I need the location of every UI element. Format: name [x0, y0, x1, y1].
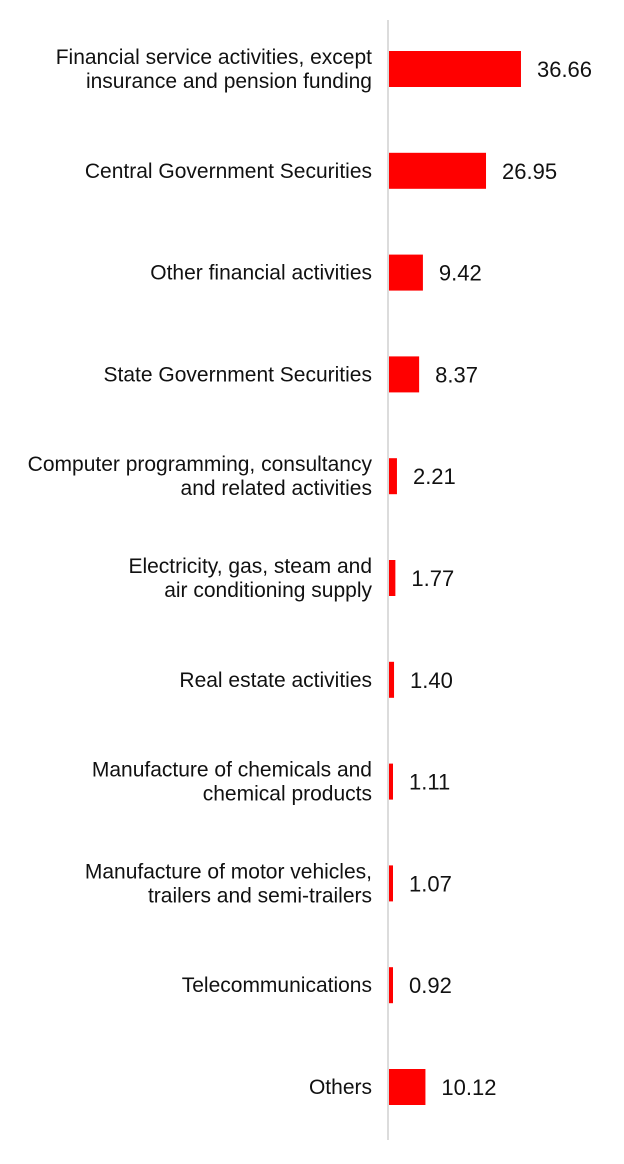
- category-label-line: Manufacture of chemicals and: [92, 759, 372, 782]
- value-label: 10.12: [441, 1075, 496, 1100]
- category-label-line: Others: [309, 1076, 372, 1099]
- category-label-line: chemical products: [203, 783, 372, 806]
- bar: [389, 661, 395, 698]
- category-label-line: Central Government Securities: [85, 160, 372, 183]
- category-label-line: Manufacture of motor vehicles,: [85, 860, 372, 883]
- category-label-line: air conditioning supply: [164, 579, 372, 602]
- bar: [389, 763, 393, 800]
- category-label-line: Telecommunications: [182, 974, 372, 997]
- category-label-line: State Government Securities: [104, 363, 372, 386]
- bar: [389, 51, 521, 87]
- category-label-line: and related activities: [181, 477, 372, 500]
- bars-layer: [389, 51, 521, 1105]
- value-label: 36.66: [537, 57, 592, 82]
- value-label: 26.95: [502, 159, 557, 184]
- value-label: 0.92: [409, 973, 452, 998]
- value-label: 1.07: [409, 871, 452, 896]
- value-label: 1.11: [409, 770, 450, 795]
- bar: [389, 967, 393, 1004]
- category-label-line: insurance and pension funding: [86, 70, 372, 93]
- value-labels-layer: 36.66 26.95 9.42 8.37 2.21 1.77 1.40 1.11 1.07 0.…: [409, 57, 592, 1100]
- value-label: 8.37: [435, 362, 478, 387]
- bar: [389, 865, 393, 902]
- category-label-line: Computer programming, consultancy: [28, 453, 373, 476]
- category-label: Manufacture of motor vehicles, trailers a…: [85, 860, 372, 907]
- category-label: State Government Securities: [104, 363, 372, 386]
- category-label: Other financial activities: [150, 262, 372, 285]
- category-label: Telecommunications: [182, 974, 372, 997]
- value-label: 1.77: [411, 566, 454, 591]
- bar: [389, 1069, 426, 1105]
- bar: [389, 356, 420, 393]
- category-label-line: trailers and semi-trailers: [148, 884, 372, 907]
- value-label: 9.42: [439, 261, 482, 286]
- category-label: Financial service activities, except insu…: [56, 46, 372, 93]
- value-label: 1.40: [410, 668, 453, 693]
- category-label-line: Financial service activities, except: [56, 46, 372, 69]
- category-label-line: Other financial activities: [150, 262, 372, 285]
- category-label-line: Electricity, gas, steam and: [128, 555, 372, 578]
- category-label: Electricity, gas, steam and air condition…: [128, 555, 372, 602]
- bar: [389, 560, 396, 596]
- category-label-line: Real estate activities: [179, 669, 372, 692]
- bar: [389, 458, 397, 495]
- category-label: Manufacture of chemicals and chemical pro…: [92, 759, 372, 806]
- category-labels-layer: Financial service activities, except insu…: [28, 46, 373, 1099]
- category-label: Central Government Securities: [85, 160, 372, 183]
- value-label: 2.21: [413, 464, 456, 489]
- bar: [389, 152, 487, 189]
- category-label: Computer programming, consultancy and rel…: [28, 453, 373, 500]
- category-label: Others: [309, 1076, 372, 1099]
- category-label: Real estate activities: [179, 669, 372, 692]
- bar: [389, 254, 423, 291]
